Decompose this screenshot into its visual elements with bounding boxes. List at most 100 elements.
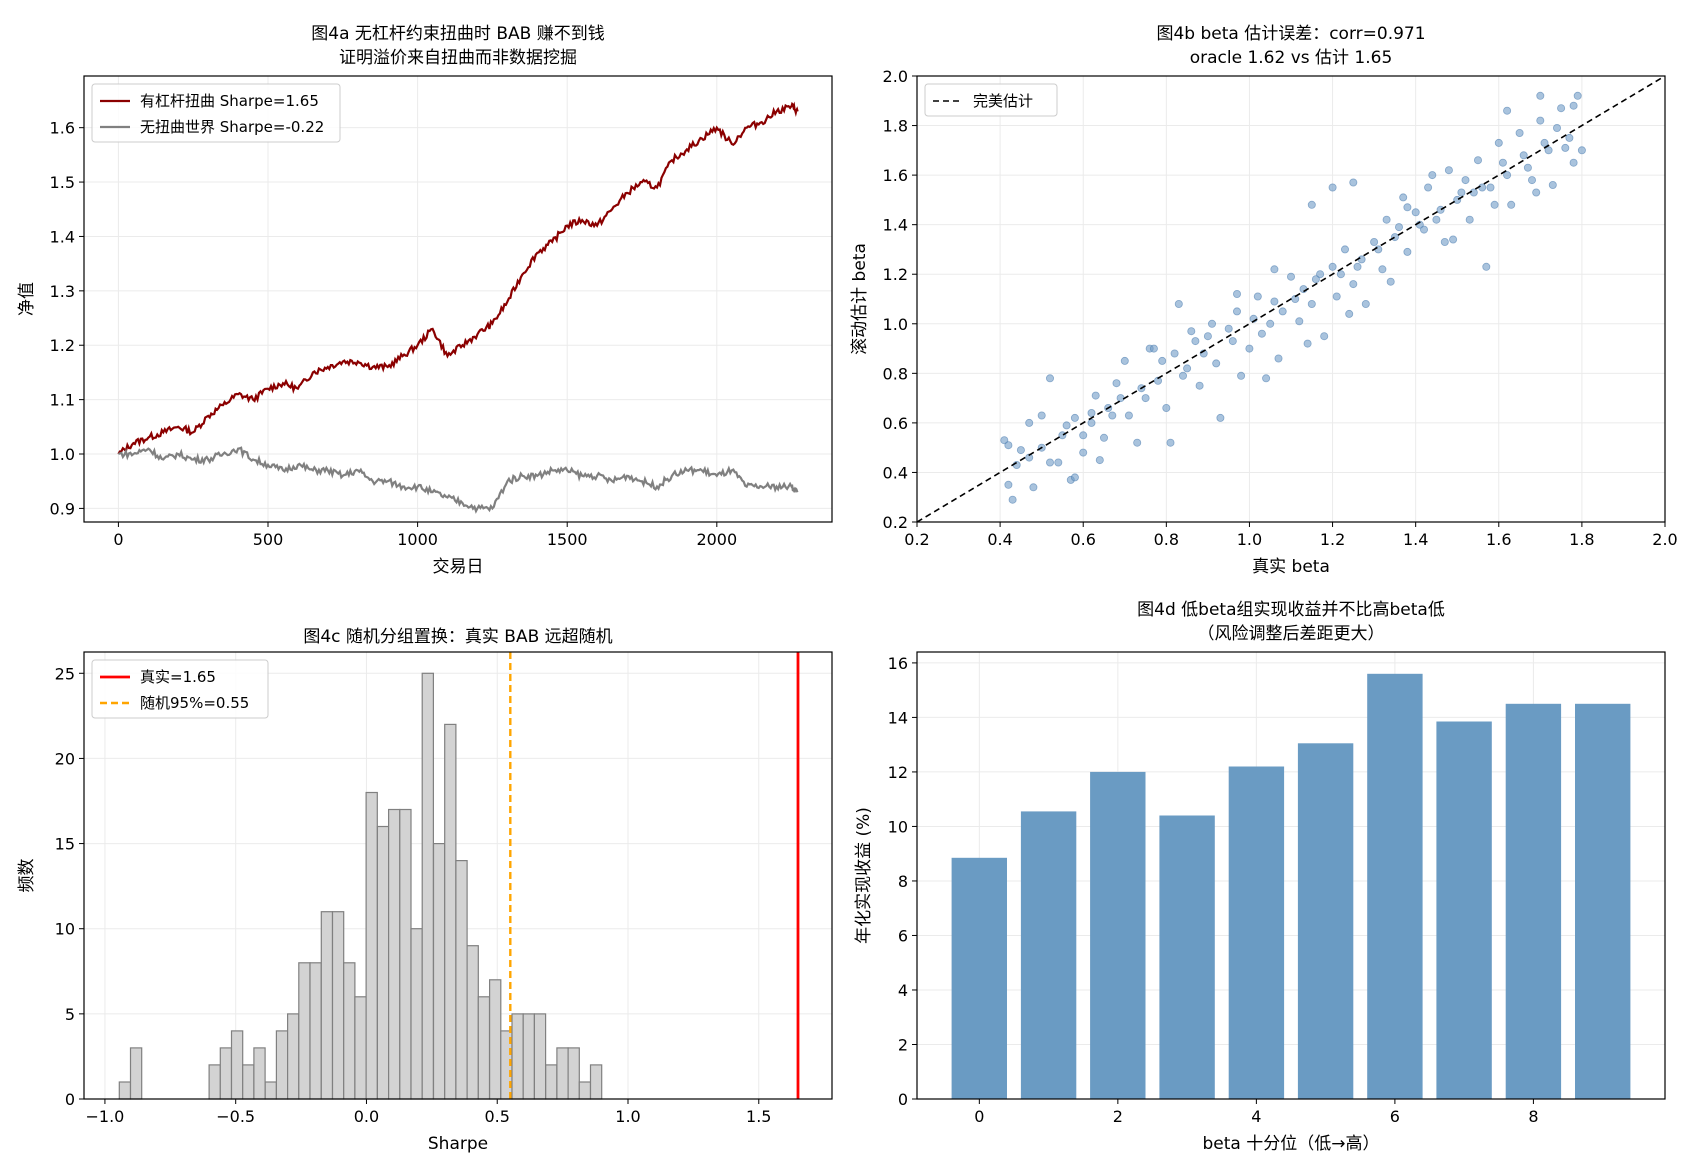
scatter-point	[1482, 262, 1491, 271]
x-tick-label: 2	[1113, 1107, 1123, 1126]
scatter-point	[1133, 438, 1142, 447]
y-tick-label: 1.8	[883, 117, 908, 136]
histogram-bar	[444, 723, 457, 1100]
scatter-point	[1332, 292, 1341, 301]
scatter-point	[1029, 483, 1038, 492]
scatter-point	[1540, 138, 1549, 147]
y-tick-label: 1.4	[50, 227, 75, 246]
histogram-bar	[320, 911, 334, 1100]
scatter-point	[1336, 270, 1345, 279]
legend-label: 随机95%=0.55	[140, 694, 249, 712]
x-tick-label: 0.6	[1070, 530, 1095, 549]
scatter-point	[1149, 344, 1158, 353]
scatter-point	[1569, 158, 1578, 167]
scatter-point	[1390, 233, 1399, 242]
scatter-point	[1299, 285, 1308, 294]
x-tick-label: 1.8	[1569, 530, 1594, 549]
scatter-point	[1386, 277, 1395, 286]
decile-bar	[1505, 703, 1562, 1099]
histogram-bar	[556, 1047, 569, 1100]
scatter-point	[1054, 458, 1063, 467]
x-tick-label: 0	[113, 530, 123, 549]
histogram-bar	[376, 825, 390, 1100]
scatter-point	[1087, 418, 1096, 427]
scatter-point	[1370, 237, 1379, 246]
x-tick-label: −0.5	[216, 1107, 255, 1126]
chart-title: （风险调整后差距更大）	[1198, 624, 1385, 644]
scatter-point	[1478, 183, 1487, 192]
scatter-point	[1233, 307, 1242, 316]
histogram-bar	[432, 842, 446, 1100]
y-tick-label: 1.1	[50, 391, 75, 410]
scatter-point	[1345, 309, 1354, 318]
scatter-point	[1565, 133, 1574, 142]
scatter-point	[1573, 91, 1582, 100]
scatter-point	[1295, 317, 1304, 326]
scatter-point	[1428, 171, 1437, 180]
scatter-point	[1532, 188, 1541, 197]
scatter-point	[1037, 411, 1046, 420]
chart-title: 图4a 无杠杆约束扭曲时 BAB 赚不到钱	[311, 24, 604, 44]
y-tick-label: 20	[55, 749, 75, 768]
histogram-bar	[129, 1047, 143, 1100]
scatter-point	[1553, 124, 1562, 133]
scatter-point	[1174, 299, 1183, 308]
scatter-point	[1228, 337, 1237, 346]
y-tick-label: 14	[888, 708, 908, 727]
chart-title: 图4d 低beta组实现收益并不比高beta低	[1137, 600, 1445, 620]
scatter-point	[1494, 138, 1503, 147]
y-tick-label: 6	[898, 926, 908, 945]
y-tick-label: 25	[55, 664, 75, 683]
x-tick-label: 1.0	[1237, 530, 1262, 549]
y-tick-label: 1.3	[50, 282, 75, 301]
scatter-point	[1070, 413, 1079, 422]
x-tick-label: 0.5	[485, 1107, 510, 1126]
x-tick-label: 8	[1528, 1107, 1538, 1126]
scatter-point	[1320, 332, 1329, 341]
scatter-point	[1353, 262, 1362, 271]
histogram-bar	[365, 791, 378, 1100]
x-tick-label: 2000	[696, 530, 737, 549]
y-tick-label: 5	[65, 1005, 75, 1024]
scatter-point	[1141, 394, 1150, 403]
scatter-point	[1079, 431, 1088, 440]
axes-frame	[83, 75, 833, 523]
scatter-point	[1436, 205, 1445, 214]
histogram-bar	[118, 1081, 132, 1100]
scatter-point	[1079, 448, 1088, 457]
decile-bar	[1159, 815, 1215, 1099]
scatter-point	[1374, 245, 1383, 254]
histogram-bar	[275, 1030, 289, 1100]
y-axis-label: 频数	[17, 859, 37, 893]
y-tick-label: 1.0	[883, 315, 908, 334]
scatter-point	[1507, 200, 1516, 209]
scatter-point	[1307, 299, 1316, 308]
grid-lines	[84, 76, 832, 522]
scatter-point	[1523, 163, 1532, 172]
scatter-point	[1378, 265, 1387, 274]
y-tick-label: 10	[888, 817, 908, 836]
scatter-points	[1000, 91, 1586, 504]
scatter-point	[1449, 235, 1458, 244]
axes-frame	[916, 651, 1666, 1100]
y-tick-label: 0.2	[883, 513, 908, 532]
scatter-point	[1361, 299, 1370, 308]
scatter-point	[1025, 453, 1034, 462]
scatter-point	[1100, 433, 1109, 442]
y-tick-label: 0.9	[50, 499, 75, 518]
scatter-point	[1536, 116, 1545, 125]
scatter-point	[1349, 280, 1358, 289]
scatter-point	[1046, 458, 1055, 467]
panel-c-sharpe-histogram: 图4c 随机分组置换：真实 BAB 远超随机 −1.0 −0.5 0.0 0.5 1.0 1…	[17, 627, 833, 1154]
y-axis-label: 年化实现收益 (%)	[854, 807, 874, 944]
histogram-bar	[511, 1013, 524, 1100]
scatter-point	[1154, 376, 1163, 385]
scatter-point	[1548, 180, 1557, 189]
histogram-bar	[545, 1064, 558, 1100]
scatter-point	[1108, 411, 1117, 420]
scatter-point	[1091, 391, 1100, 400]
scatter-point	[1403, 247, 1412, 256]
x-tick-label: 1000	[397, 530, 438, 549]
decile-bar	[951, 857, 1007, 1099]
